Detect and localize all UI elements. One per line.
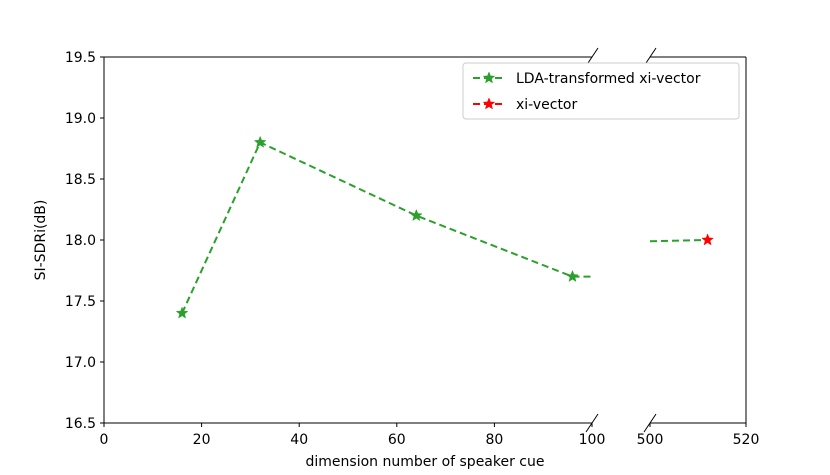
data-point-marker [253,135,267,148]
axis-break-mark [585,413,599,433]
legend-label: LDA-transformed xi-vector [516,71,701,87]
series-line [181,141,573,314]
y-tick-label: 19.0 [65,111,96,127]
x-tick-label: 100 [579,432,606,448]
axis-break-mark [643,413,657,433]
data-point-marker [566,269,579,283]
y-tick-label: 18.5 [65,172,96,188]
data-point-marker [175,306,189,319]
y-tick-label: 18.0 [65,233,96,249]
x-tick-label: 60 [388,432,406,448]
y-tick-label: 17.5 [65,294,96,310]
y-tick-label: 19.5 [65,50,96,66]
legend: LDA-transformed xi-vector xi-vector [462,62,740,120]
x-tick-label: 80 [485,432,503,448]
x-tick-label: 20 [193,432,211,448]
legend-marker [482,97,496,110]
data-point-marker [409,208,423,222]
y-tick-label: 17.0 [65,355,96,371]
y-tick-label: 16.5 [65,416,96,432]
legend-marker [482,71,496,84]
data-point-marker [701,233,714,246]
x-tick-label: 500 [637,432,664,448]
x-tick-label: 0 [100,432,109,448]
y-axis-label: SI-SDRi(dB) [33,200,49,281]
x-tick-label: 520 [733,432,760,448]
x-axis-label: dimension number of speaker cue [306,454,545,470]
x-tick-label: 40 [290,432,308,448]
legend-box [462,62,740,120]
series-line-segment [649,239,708,243]
legend-label: xi-vector [516,97,578,113]
